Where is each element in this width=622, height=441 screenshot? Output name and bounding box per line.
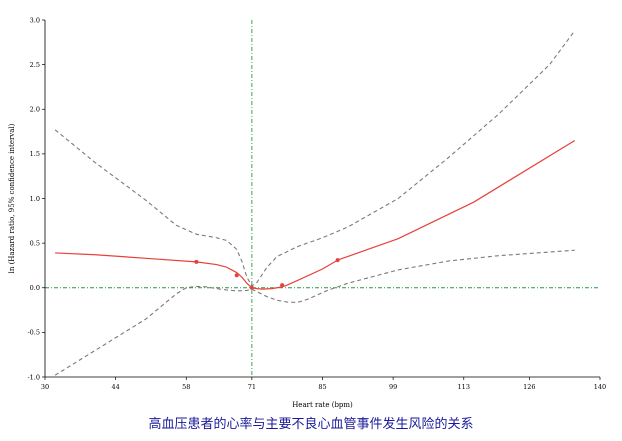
x-tick-label: 30	[41, 383, 49, 391]
y-tick-label: 1.0	[30, 195, 40, 203]
knot-point	[194, 259, 199, 264]
x-tick-label: 126	[523, 383, 535, 391]
x-tick-label: 58	[182, 383, 190, 391]
y-tick-label: 0.0	[30, 284, 40, 292]
y-tick-label: -0.5	[27, 329, 40, 337]
x-tick-label: 44	[111, 383, 119, 391]
series-upper-ci-line	[54, 30, 576, 287]
y-axis-title: ln (Hazard ratio, 95% confidence interva…	[8, 123, 16, 273]
series-estimate-line	[55, 139, 576, 290]
x-tick-label: 140	[594, 383, 606, 391]
y-tick-label: 2.5	[30, 61, 40, 69]
knot-point	[249, 285, 254, 290]
x-axis-title: Heart rate (bpm)	[292, 401, 353, 409]
y-tick-label: 2.0	[30, 106, 40, 114]
y-tick-label: 0.5	[30, 239, 40, 247]
knot-point	[335, 258, 340, 263]
series-lower-ci-line	[54, 249, 575, 376]
x-tick-label: 113	[458, 383, 470, 391]
knot-point	[234, 273, 239, 278]
figure-caption: 高血压患者的心率与主要不良心血管事件发生风险的关系	[148, 417, 474, 432]
y-tick-label: 3.0	[30, 16, 40, 24]
x-tick-label: 71	[248, 383, 256, 391]
y-tick-label: 1.5	[30, 150, 40, 158]
x-tick-label: 85	[318, 383, 326, 391]
knot-point	[280, 283, 285, 288]
x-tick-label: 99	[389, 383, 397, 391]
y-tick-label: -1.0	[27, 373, 40, 381]
